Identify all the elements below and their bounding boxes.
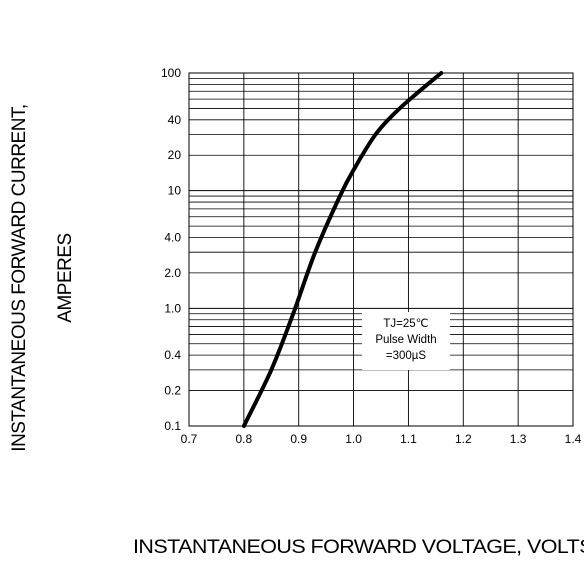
x-tick-label: 0.9 [290, 432, 307, 446]
y-tick-label: 0.2 [164, 384, 181, 398]
y-tick-label: 0.1 [164, 419, 181, 433]
annotation-line-3: =300µS [386, 350, 427, 362]
x-axis-title: INSTANTANEOUS FORWARD VOLTAGE, VOLTS [133, 537, 584, 558]
y-axis-title-line-1: INSTANTANEOUS FORWARD CURRENT, [9, 104, 30, 451]
x-tick-label: 1.4 [565, 432, 582, 446]
y-tick-label: 20 [168, 148, 182, 162]
y-tick-label: 0.4 [164, 348, 181, 362]
x-tick-label: 0.8 [236, 432, 253, 446]
grid [188, 73, 574, 427]
y-tick-label: 4.0 [164, 230, 181, 244]
plot-frame [188, 72, 574, 427]
y-tick-label: 2.0 [164, 266, 181, 280]
x-tick-label: 1.1 [400, 432, 417, 446]
y-tick-label: 40 [168, 113, 182, 127]
annotation-line-1: TJ=25℃ [383, 318, 428, 330]
x-tick-label: 0.7 [181, 432, 198, 446]
x-tick-label: 1.2 [455, 432, 472, 446]
forward-current-curve [241, 71, 444, 428]
x-tick-label: 1.3 [510, 432, 527, 446]
y-tick-label: 10 [168, 184, 182, 198]
condition-annotation: TJ=25℃ Pulse Width =300µS [362, 312, 450, 370]
x-tick-label: 1.0 [345, 432, 362, 446]
y-tick-labels: 0.1 0.2 0.4 1.0 2.0 4.0 10 20 40 100 [161, 66, 181, 433]
y-axis-title-line-2: AMPERES [55, 233, 76, 322]
y-tick-label: 100 [161, 66, 181, 80]
x-tick-labels: 0.7 0.8 0.9 1.0 1.1 1.2 1.3 1.4 [181, 432, 582, 446]
y-tick-label: 1.0 [164, 301, 181, 315]
annotation-line-2: Pulse Width [375, 334, 436, 346]
